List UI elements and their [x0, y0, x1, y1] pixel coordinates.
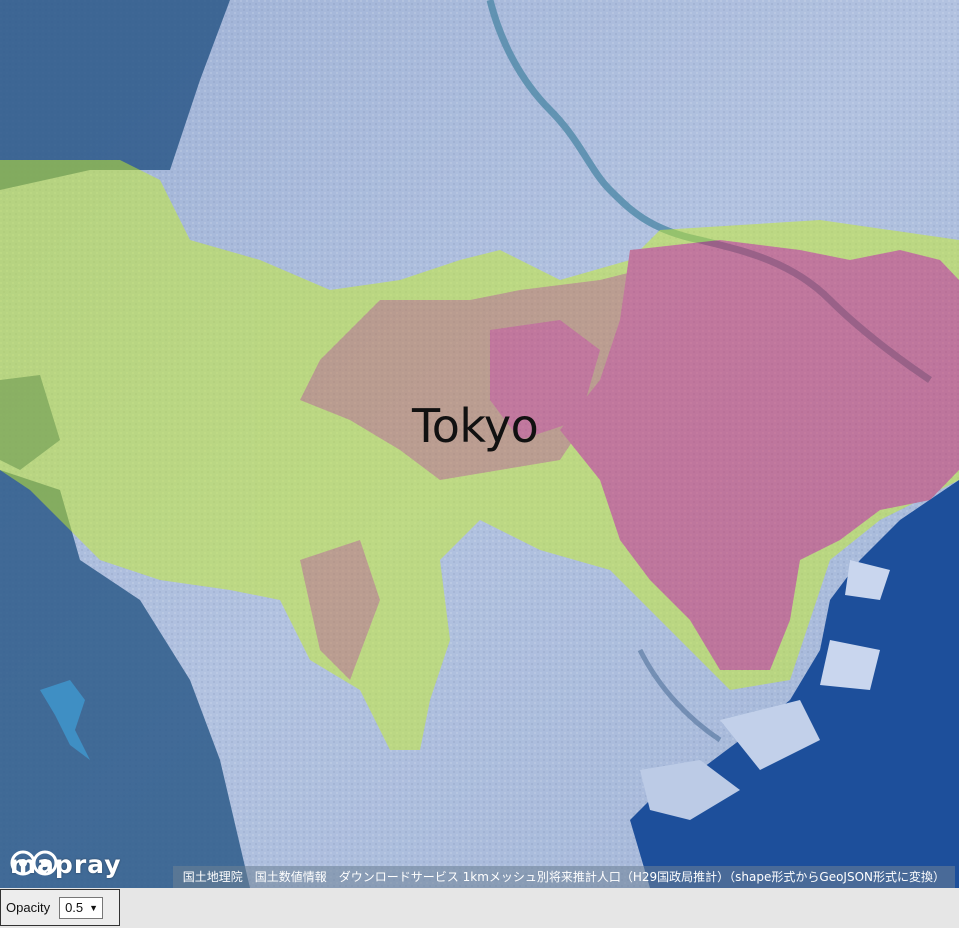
forest-southwest — [0, 470, 250, 888]
forest-northwest — [0, 0, 230, 190]
place-label-tokyo: Tokyo — [412, 399, 539, 453]
map-view[interactable]: Tokyo mapray 国土地理院 国土数値情報 ダウンロードサービス 1km… — [0, 0, 959, 888]
lake — [40, 680, 90, 760]
opacity-value: 0.5 — [65, 900, 84, 915]
opacity-control: Opacity 0.5 ▼ — [0, 889, 120, 926]
bottom-toolbar — [0, 888, 959, 928]
overlay-high — [560, 240, 959, 670]
population-overlay — [0, 160, 959, 750]
chevron-down-icon: ▼ — [89, 902, 99, 913]
satellite-imagery — [0, 0, 959, 888]
island-1 — [820, 640, 880, 690]
port-area — [640, 760, 740, 820]
opacity-select[interactable]: 0.5 ▼ — [59, 896, 104, 919]
island-2 — [845, 560, 890, 600]
river-south — [637, 648, 722, 743]
overlay-mid-2 — [300, 540, 380, 680]
mapray-logo: mapray — [10, 850, 122, 879]
overlay-high-2 — [490, 320, 600, 440]
owl-eyes-icon — [10, 850, 58, 876]
opacity-label: Opacity — [6, 900, 51, 915]
attribution-text: 国土地理院 国土数値情報 ダウンロードサービス 1kmメッシュ別将来推計人口（H… — [172, 866, 955, 888]
port-area-2 — [720, 700, 820, 770]
